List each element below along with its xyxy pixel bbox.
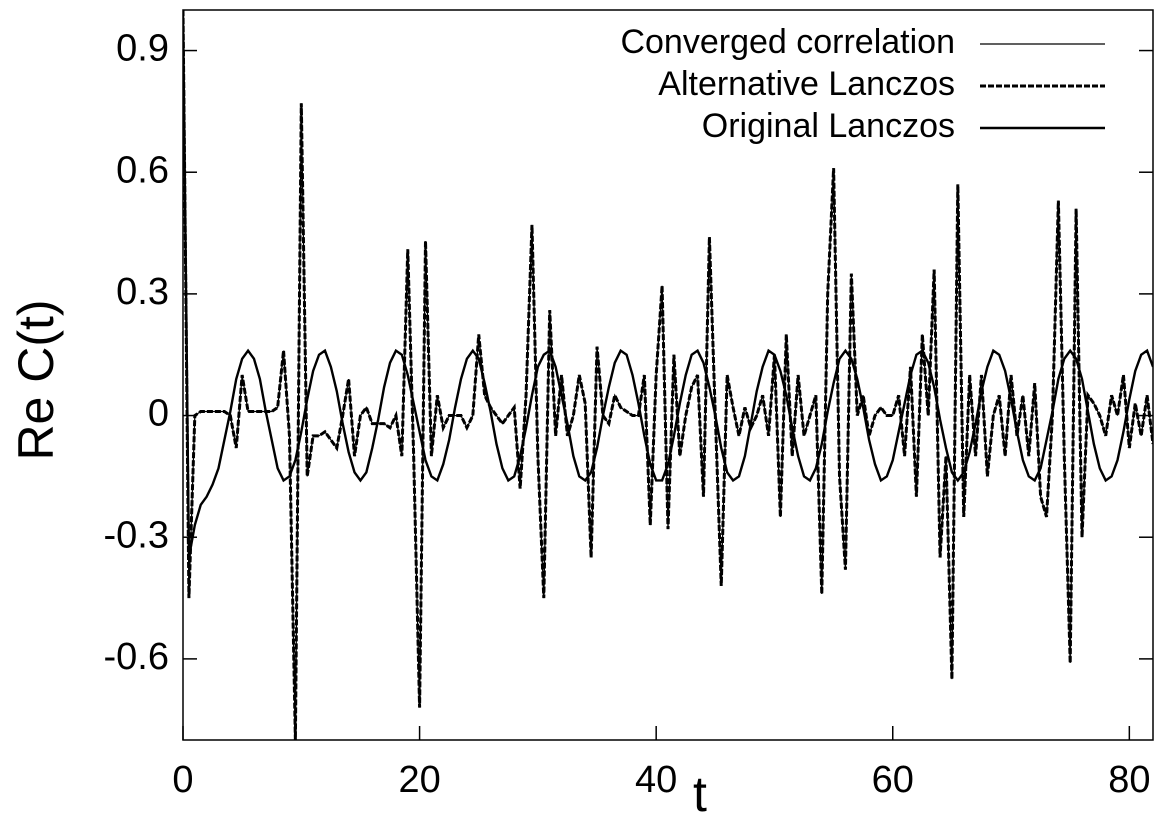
series-line	[183, 10, 1153, 740]
legend-label: Alternative Lanczos	[658, 65, 955, 103]
x-tick-label: 60	[872, 759, 914, 801]
y-tick-label: 0.9	[116, 28, 169, 70]
y-tick-label: 0	[148, 393, 169, 435]
x-tick-label: 20	[398, 759, 440, 801]
y-axis-label: Re C(t)	[8, 299, 64, 460]
y-tick-label: 0.6	[116, 149, 169, 191]
legend-label: Converged correlation	[620, 23, 955, 61]
series-line	[183, 10, 1153, 558]
x-axis-label: t	[693, 766, 707, 820]
legend-label: Original Lanczos	[702, 107, 955, 145]
series-line	[183, 10, 1153, 740]
y-tick-label: 0.3	[116, 271, 169, 313]
y-tick-label: -0.3	[104, 514, 169, 556]
x-tick-label: 40	[635, 759, 677, 801]
x-tick-label: 0	[172, 759, 193, 801]
y-tick-label: -0.6	[104, 636, 169, 678]
plot-frame	[182, 9, 1154, 741]
x-tick-label: 80	[1108, 759, 1150, 801]
